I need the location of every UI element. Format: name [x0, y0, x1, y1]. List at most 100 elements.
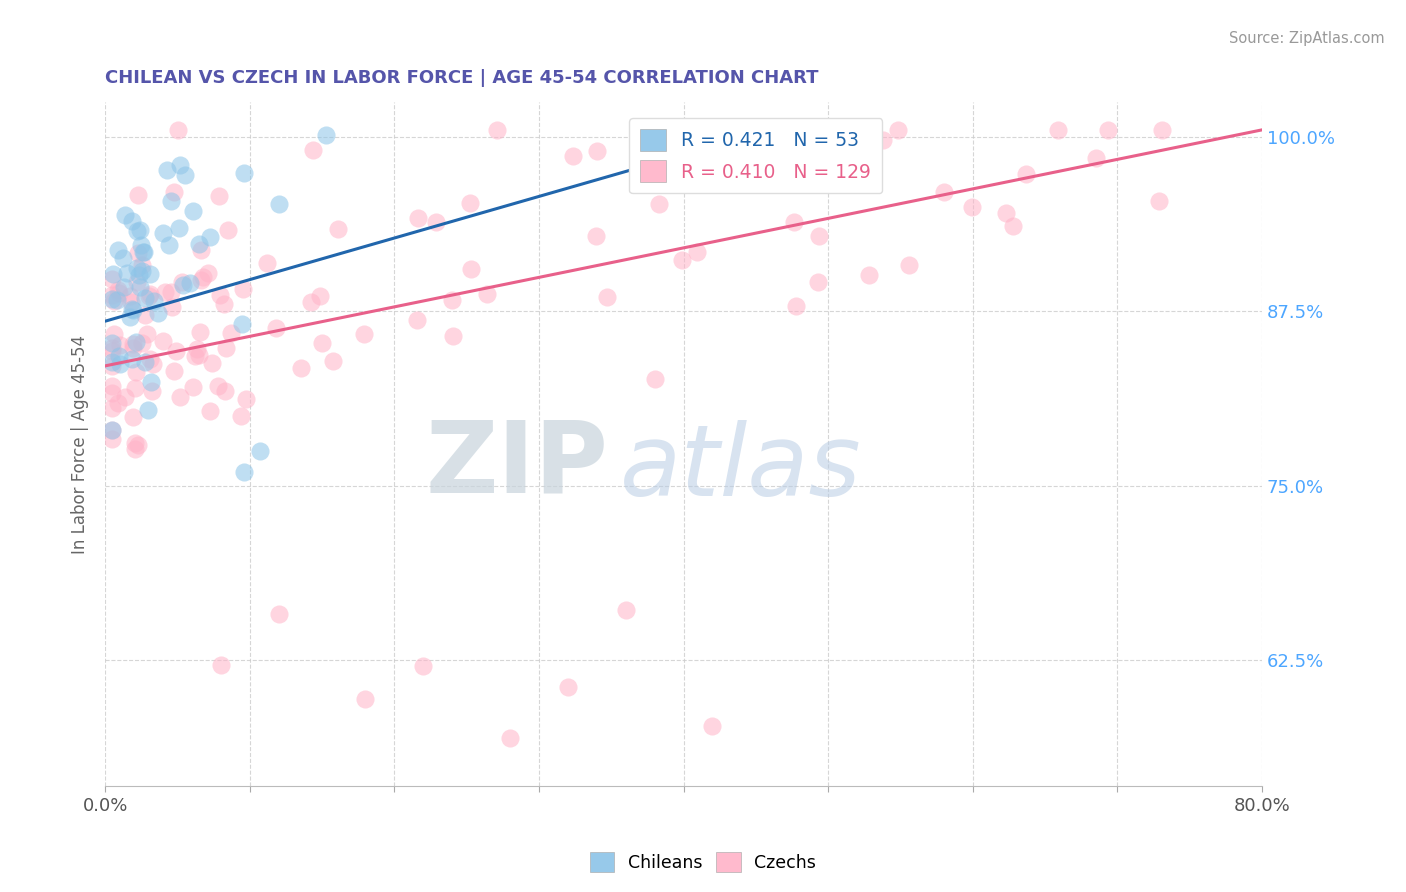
Point [309, 289, 332, 303]
Point [256, 255, 278, 269]
Point [112, 280, 135, 294]
Point [125, 365, 148, 379]
Point [132, 245, 155, 260]
Point [170, 276, 193, 290]
Point [197, 266, 219, 280]
Point [148, 306, 170, 320]
Point [233, 465, 256, 479]
Point [200, 230, 222, 244]
Point [125, 334, 148, 349]
Point [134, 245, 156, 260]
Point [112, 251, 135, 265]
Point [585, 229, 607, 244]
Point [441, 329, 464, 343]
Point [184, 349, 207, 363]
Point [209, 657, 232, 672]
Point [218, 223, 240, 237]
Point [301, 144, 323, 158]
Point [686, 244, 709, 259]
Point [704, 174, 727, 188]
Point [898, 258, 921, 272]
Point [723, 123, 745, 137]
Point [671, 252, 693, 267]
Point [152, 226, 174, 240]
Point [124, 381, 146, 395]
Point [129, 238, 152, 252]
Point [131, 258, 153, 272]
Point [101, 423, 124, 437]
Point [179, 276, 201, 290]
Point [181, 380, 204, 394]
Point [818, 177, 841, 191]
Point [485, 123, 508, 137]
Point [152, 334, 174, 348]
Point [101, 432, 124, 446]
Point [169, 157, 191, 171]
Point [129, 280, 152, 294]
Point [122, 302, 145, 317]
Point [232, 282, 254, 296]
Point [101, 355, 124, 369]
Point [135, 327, 157, 342]
Point [412, 658, 434, 673]
Point [198, 404, 221, 418]
Point [187, 348, 209, 362]
Point [103, 268, 125, 282]
Point [101, 386, 124, 401]
Point [290, 360, 312, 375]
Point [143, 293, 166, 308]
Legend: R = 0.421   N = 53, R = 0.410   N = 129: R = 0.421 N = 53, R = 0.410 N = 129 [628, 118, 883, 194]
Point [105, 293, 128, 307]
Point [1002, 219, 1025, 233]
Point [815, 123, 838, 137]
Point [353, 326, 375, 341]
Point [125, 224, 148, 238]
Point [121, 302, 143, 317]
Point [267, 607, 290, 621]
Point [142, 357, 165, 371]
Point [499, 731, 522, 745]
Point [406, 313, 429, 327]
Point [101, 336, 124, 351]
Point [122, 409, 145, 424]
Point [190, 273, 212, 287]
Point [201, 356, 224, 370]
Point [190, 243, 212, 257]
Point [160, 194, 183, 209]
Point [101, 344, 124, 359]
Point [128, 268, 150, 283]
Point [114, 208, 136, 222]
Point [354, 692, 377, 706]
Point [475, 286, 498, 301]
Point [326, 222, 349, 236]
Point [249, 444, 271, 458]
Point [1084, 151, 1107, 165]
Point [107, 285, 129, 300]
Point [315, 128, 337, 142]
Point [596, 290, 619, 304]
Point [208, 189, 231, 203]
Point [188, 237, 211, 252]
Point [264, 320, 287, 334]
Point [127, 438, 149, 452]
Point [934, 185, 956, 199]
Point [231, 409, 253, 423]
Point [101, 341, 124, 355]
Point [730, 123, 752, 137]
Point [139, 286, 162, 301]
Point [110, 358, 132, 372]
Point [174, 169, 197, 183]
Point [160, 300, 183, 314]
Text: CHILEAN VS CZECH IN LABOR FORCE | AGE 45-54 CORRELATION CHART: CHILEAN VS CZECH IN LABOR FORCE | AGE 45… [105, 69, 818, 87]
Point [1147, 194, 1170, 208]
Point [235, 392, 257, 406]
Point [115, 266, 138, 280]
Point [118, 289, 141, 303]
Point [108, 349, 131, 363]
Point [127, 276, 149, 290]
Point [138, 289, 160, 303]
Point [219, 326, 242, 340]
Point [108, 337, 131, 351]
Point [458, 195, 481, 210]
Point [101, 359, 124, 373]
